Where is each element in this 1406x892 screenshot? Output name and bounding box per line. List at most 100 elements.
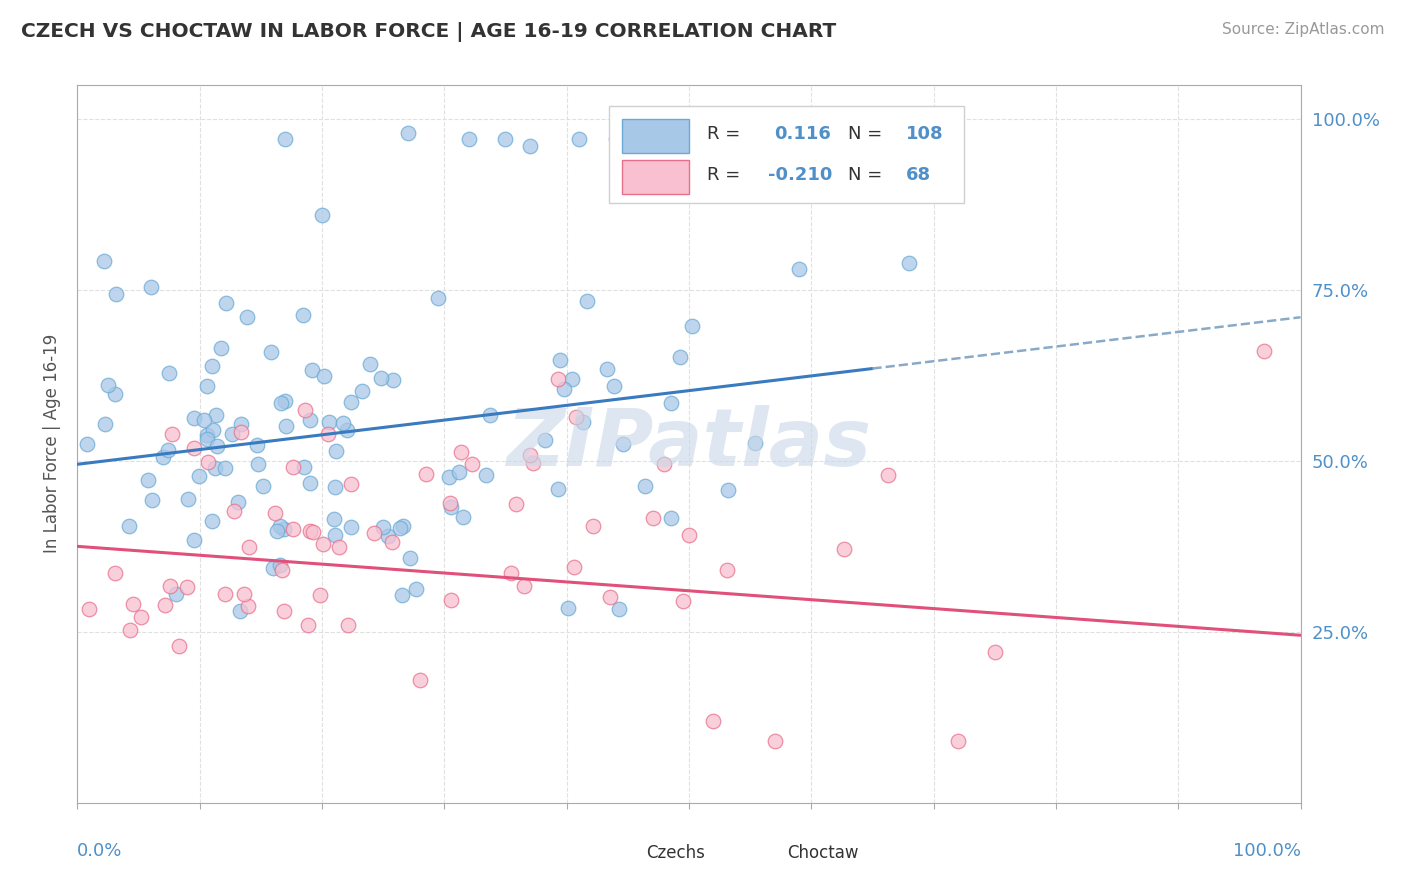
- Point: [238, 541, 260, 555]
- Point: [93, 254, 115, 268]
- Point: [167, 639, 190, 653]
- Point: [183, 410, 205, 425]
- Point: [678, 527, 700, 541]
- Point: [292, 308, 315, 322]
- Point: [641, 511, 664, 525]
- Point: [499, 566, 522, 580]
- Point: [519, 139, 541, 153]
- Point: [447, 465, 470, 479]
- Point: [215, 296, 238, 310]
- Point: [294, 403, 316, 417]
- Point: [669, 350, 692, 364]
- Point: [607, 602, 630, 616]
- Bar: [621, 119, 689, 153]
- Text: 100.0%: 100.0%: [1233, 842, 1301, 860]
- Point: [247, 458, 270, 472]
- Point: [634, 479, 657, 493]
- Point: [377, 529, 399, 543]
- Point: [340, 477, 363, 491]
- Point: [236, 599, 259, 613]
- Point: [1253, 344, 1275, 359]
- Point: [299, 476, 322, 491]
- Point: [204, 460, 226, 475]
- Point: [495, 132, 517, 146]
- Point: [519, 448, 541, 462]
- Point: [612, 436, 634, 450]
- Point: [316, 426, 339, 441]
- Point: [392, 519, 415, 533]
- Point: [94, 417, 117, 431]
- Point: [262, 561, 284, 575]
- Point: [177, 492, 200, 507]
- Point: [276, 418, 298, 433]
- Point: [118, 519, 141, 533]
- Bar: [744, 842, 779, 863]
- Point: [568, 132, 591, 146]
- Point: [233, 587, 256, 601]
- Point: [281, 459, 304, 474]
- Point: [209, 341, 232, 355]
- Point: [716, 563, 738, 577]
- Point: [323, 528, 346, 542]
- Point: [195, 427, 218, 442]
- Point: [336, 618, 359, 632]
- Point: [298, 413, 321, 427]
- Point: [104, 566, 127, 581]
- Point: [311, 208, 333, 222]
- Point: [533, 433, 555, 447]
- Point: [440, 593, 463, 607]
- Point: [273, 522, 295, 536]
- Point: [599, 590, 621, 604]
- Point: [336, 423, 359, 437]
- Point: [201, 514, 224, 528]
- Point: [388, 521, 411, 535]
- Point: [744, 436, 766, 450]
- Point: [301, 524, 323, 539]
- Point: [122, 597, 145, 611]
- Text: R =: R =: [707, 166, 741, 184]
- Point: [562, 560, 585, 574]
- Point: [312, 368, 335, 383]
- Point: [582, 518, 605, 533]
- Point: [877, 468, 900, 483]
- Point: [576, 293, 599, 308]
- Point: [381, 373, 404, 387]
- Point: [505, 496, 527, 510]
- Point: [224, 504, 246, 518]
- Point: [325, 443, 347, 458]
- Point: [323, 479, 346, 493]
- Point: [157, 443, 180, 458]
- Point: [340, 520, 363, 534]
- Point: [139, 280, 162, 294]
- Point: [381, 535, 404, 549]
- Point: [717, 483, 740, 497]
- Point: [603, 379, 626, 393]
- Point: [628, 132, 651, 146]
- Point: [141, 492, 163, 507]
- Point: [440, 500, 463, 514]
- Point: [274, 132, 297, 146]
- Point: [832, 542, 855, 557]
- Point: [550, 352, 572, 367]
- Point: [475, 468, 498, 483]
- Point: [661, 396, 683, 410]
- Point: [183, 442, 205, 456]
- Point: [301, 363, 323, 377]
- Point: [318, 415, 340, 429]
- Point: [399, 551, 422, 566]
- Text: Choctaw: Choctaw: [787, 844, 858, 862]
- Point: [195, 432, 218, 446]
- Point: [547, 483, 569, 497]
- Point: [214, 461, 236, 475]
- Point: [118, 623, 141, 637]
- Point: [437, 470, 460, 484]
- Point: [97, 377, 120, 392]
- Point: [457, 132, 479, 146]
- Point: [409, 673, 432, 687]
- Text: 0.0%: 0.0%: [77, 842, 122, 860]
- Point: [363, 526, 385, 541]
- Point: [292, 460, 315, 475]
- Point: [274, 394, 297, 409]
- Point: [659, 511, 682, 525]
- Point: [946, 734, 969, 748]
